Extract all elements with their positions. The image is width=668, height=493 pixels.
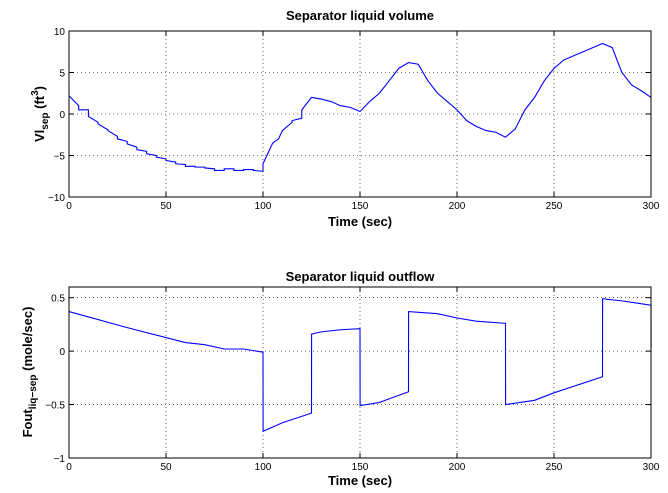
chart-2-ytick-label: −0.5 xyxy=(45,401,65,412)
chart-1-series-line xyxy=(68,42,652,172)
chart-2-ylabel-unit: (mole/sec) xyxy=(20,307,35,375)
chart-2-xtick-label: 50 xyxy=(160,462,172,473)
chart-1-ylabel-unit: (ft xyxy=(32,95,47,112)
chart-2-xlabel: Time (sec) xyxy=(328,473,392,488)
chart-2-ylabel: Foutliq−sep (mole/sec) xyxy=(20,307,39,438)
chart-1-ytick-label: 0 xyxy=(59,110,65,121)
chart-1-ticks: 0 50 100 150 200 250 300 −10 −5 0 5 10 xyxy=(48,27,660,212)
chart-1-ytick-label: −10 xyxy=(48,193,65,204)
chart-1-axes-box xyxy=(68,30,652,198)
chart-1-xtick-label: 100 xyxy=(255,201,272,212)
chart-1-ytick-label: 10 xyxy=(54,27,66,38)
chart-1-ylabel-sub: sep xyxy=(40,112,51,129)
chart-1-xtick-label: 150 xyxy=(352,201,369,212)
chart-2-ytick-label: 0 xyxy=(59,347,65,358)
chart-1-xtick-label: 50 xyxy=(160,201,172,212)
chart-2-ylabel-sub: liq−sep xyxy=(28,375,39,410)
chart-1-ytick-label: −5 xyxy=(54,152,66,163)
chart-1-ylabel-main: Vl xyxy=(32,130,47,142)
chart-2-xtick-label: 300 xyxy=(643,462,660,473)
chart-2-ytick-label: −1 xyxy=(54,454,66,465)
chart-2-grid xyxy=(69,287,651,458)
chart-2-xtick-label: 150 xyxy=(352,462,369,473)
chart-1-title: Separator liquid volume xyxy=(286,8,434,23)
chart-2-ticks: 0 50 100 150 200 250 300 −1 −0.5 0 0.5 xyxy=(45,287,660,473)
chart-1-ylabel-sup: 3 xyxy=(30,90,41,96)
chart-2-ylabel-main: Fout xyxy=(20,409,35,438)
chart-2-xtick-label: 250 xyxy=(546,462,563,473)
chart-1-xtick-label: 0 xyxy=(66,201,72,212)
chart-1-xtick-label: 200 xyxy=(449,201,466,212)
chart-2-ytick-label: 0.5 xyxy=(51,294,65,305)
chart-2-title: Separator liquid outflow xyxy=(286,269,436,284)
chart-1-xtick-label: 250 xyxy=(546,201,563,212)
chart-2-xtick-label: 100 xyxy=(255,462,272,473)
chart-1-ytick-label: 5 xyxy=(59,69,65,80)
chart-1-xlabel: Time (sec) xyxy=(328,214,392,229)
chart-2-xtick-label: 200 xyxy=(449,462,466,473)
chart-2-axes-box xyxy=(68,286,652,459)
chart-1-ylabel: Vlsep (ft3) xyxy=(30,86,51,142)
chart-2-xtick-label: 0 xyxy=(66,462,72,473)
chart-1-xtick-label: 300 xyxy=(643,201,660,212)
chart-2-series-line xyxy=(68,298,652,433)
chart-separator-liquid-volume: Separator liquid volume 0 50 100 150 200 250 3… xyxy=(30,8,660,229)
chart-1-ylabel-end: ) xyxy=(32,86,47,90)
chart-separator-liquid-outflow: Separator liquid outflow 0 50 100 150 200 250… xyxy=(20,269,660,488)
chart-1-grid xyxy=(69,31,651,197)
